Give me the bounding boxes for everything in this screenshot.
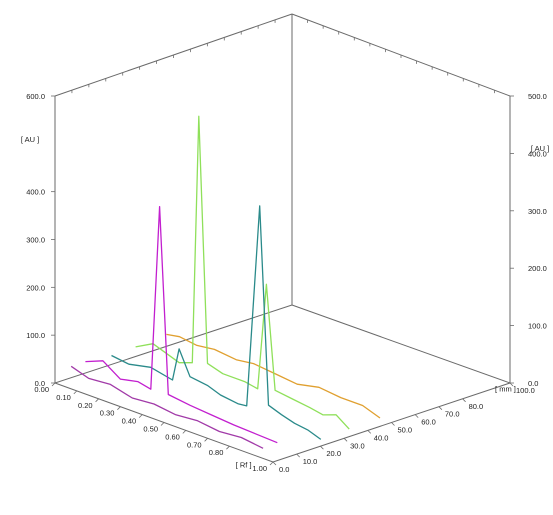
track-line-2 [85,206,278,444]
axis-ticks [51,19,514,466]
mm-tick-label: 60.0 [421,418,436,427]
mm-tick [320,445,324,450]
rf-tick [269,461,274,466]
rf-tick [95,398,99,403]
rf-tick-label: 0.20 [78,401,93,410]
rf-tick [160,422,165,426]
right-au-tick-label: 300.0 [528,207,547,216]
chart-frame [54,13,511,463]
rf-tick-label: 0.50 [143,425,158,434]
rf-tick-label: 0.30 [100,409,115,418]
rf-tick [117,406,121,410]
mm-axis-title: [ mm ] [495,384,516,393]
track-line-1 [70,365,264,449]
mm-tick [462,398,466,403]
left-au-tick-label: 300.0 [26,236,45,245]
rf-tick [204,438,208,442]
track-line-5 [166,333,381,419]
mm-tick-label: 50.0 [398,426,413,435]
mm-tick [272,461,277,466]
track-line-4 [135,115,350,430]
mm-tick-label: 70.0 [445,410,460,419]
rf-tick-label: 1.00 [252,464,267,473]
left-au-tick-label: 100.0 [26,331,45,340]
rf-tick-label: 0.70 [187,440,202,449]
right-au-tick-label: 500.0 [528,92,547,101]
right-au-tick-label: 0.0 [528,379,538,388]
rf-axis-title: [ Rf ] [236,461,252,470]
rf-tick-label: 0.80 [209,448,224,457]
mm-tick-label: 0.0 [279,465,289,474]
rf-tick [226,445,230,450]
left-au-axis-title: [ AU ] [21,135,39,144]
mm-tick [391,422,395,426]
mm-tick [438,406,443,410]
right-au-axis-title: [ AU ] [531,144,549,153]
mm-tick-label: 10.0 [303,457,318,466]
floor-back-left-edge [54,304,293,384]
right-au-tick-label: 400.0 [528,149,547,158]
chart-series [70,115,381,449]
left-au-tick-label: 400.0 [26,188,45,197]
rf-tick-label: 0.60 [165,432,180,441]
rf-tick [182,430,187,434]
rf-tick-label: 0.40 [122,417,137,426]
mm-tick [343,438,348,442]
mm-tick [367,430,372,434]
mm-tick-label: 80.0 [469,402,484,411]
left-au-tick-label: 0.0 [35,379,45,388]
left-au-tick-label: 600.0 [26,92,45,101]
mm-tick [509,382,514,387]
rf-tick [73,390,78,395]
mm-tick-label: 100.0 [516,386,535,395]
mm-tick-label: 30.0 [350,441,365,450]
mm-tick [296,453,300,458]
mm-tick-label: 20.0 [326,449,341,458]
mm-tick-label: 40.0 [374,433,389,442]
left-au-tick-label: 200.0 [26,283,45,292]
mm-tick [414,414,419,418]
rf-tick-label: 0.10 [56,393,71,402]
track-line-3 [111,205,322,440]
right-au-tick-label: 100.0 [528,322,547,331]
right-au-tick-label: 200.0 [528,264,547,273]
rf-tick-label: 0.00 [34,385,49,394]
rf-tick [138,414,143,418]
rf-tick [51,382,56,387]
floor-back-right-edge [291,304,511,384]
